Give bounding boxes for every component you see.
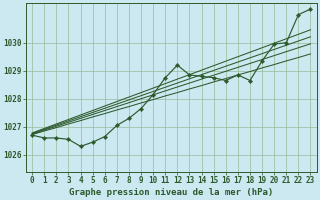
X-axis label: Graphe pression niveau de la mer (hPa): Graphe pression niveau de la mer (hPa): [69, 188, 274, 197]
